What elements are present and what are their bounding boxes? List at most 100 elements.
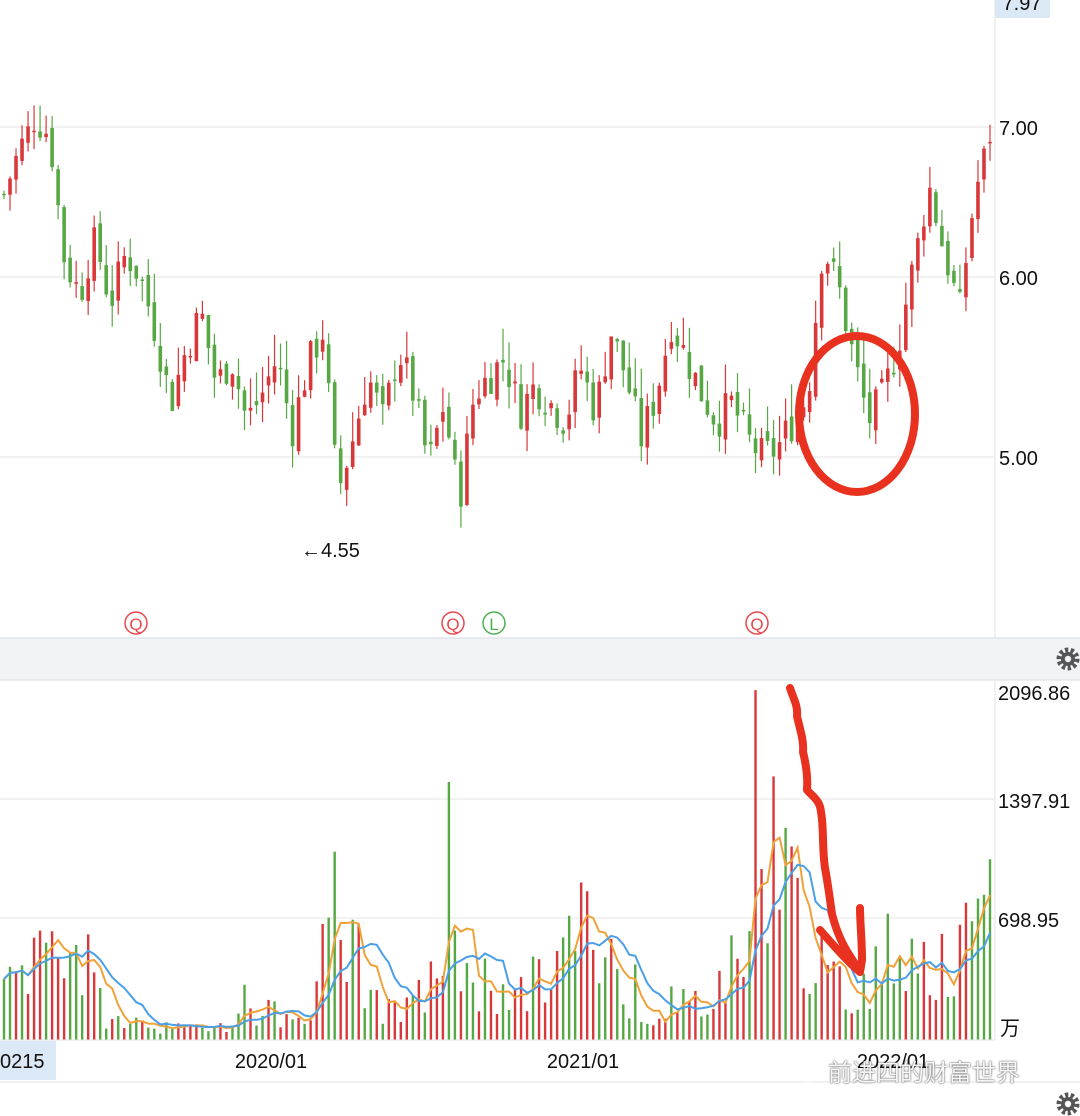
event-marker-ring [482,611,506,635]
candle-body [350,441,355,468]
candle-body [555,408,559,428]
candlestick [447,392,451,440]
volume-bar [249,1008,252,1040]
candlestick [843,285,848,334]
x-tick-label: 2020/01 [235,1051,307,1073]
event-marker-q[interactable]: Q [124,611,148,635]
candle-body [489,378,493,394]
candlestick [573,358,577,429]
candle-body [765,431,770,441]
candle-body [182,355,187,382]
volume-bar [814,983,817,1040]
candle-body [344,467,349,490]
event-marker-l[interactable]: L [482,611,506,635]
candlestick [489,363,493,395]
candlestick [104,245,109,298]
volume-bar [369,989,372,1040]
candle-body [513,381,517,384]
highlight-circle-annotation [795,332,919,496]
candlestick [639,368,644,462]
volume-bar [111,1019,114,1040]
candlestick [423,395,427,454]
candle-body [946,241,950,276]
candle-body [807,391,812,413]
candle-body [543,412,547,415]
candlestick [609,336,614,390]
candle-body [50,127,54,168]
candle-body [723,393,728,440]
gear-icon[interactable] [1056,1092,1080,1116]
candle-body [958,288,962,292]
candlestick [2,190,6,200]
candle-body [284,369,289,404]
volume-bar [610,938,613,1040]
candlestick [825,261,830,286]
candle-body [104,265,109,295]
watermark-text: 前进四的财富世界 [828,1058,1020,1087]
candle-body [266,376,271,386]
x-tick-label: 2021/01 [547,1051,619,1073]
candle-body [603,376,608,383]
candlestick [140,276,145,302]
candle-body [411,356,415,401]
candle-body [326,344,331,384]
candlestick [525,384,529,452]
volume-bar [537,959,541,1040]
volume-bar [856,1009,859,1040]
candle-body [338,448,343,484]
volume-bar [964,902,968,1040]
candle-body [176,374,181,407]
candlestick [236,358,241,409]
volume-bar [381,1023,384,1040]
volume-bar [495,1013,499,1040]
volume-bar [802,988,805,1040]
candle-body [447,406,451,438]
candle-body [224,363,229,384]
candle-body [405,357,409,364]
candle-body [591,382,595,421]
volume-bar [664,1018,667,1040]
candle-body [729,395,734,401]
candlestick [801,399,806,421]
candle-body [459,461,463,507]
candlestick [946,231,950,284]
candle-body [873,389,878,431]
volume-bar [14,971,18,1040]
candlestick [501,328,505,382]
candle-body [735,391,740,416]
candlestick [615,338,620,353]
candlestick [50,115,54,172]
volume-bar [195,1024,198,1040]
volume-bar [153,1028,156,1040]
volume-bar [712,1008,715,1040]
volume-bar [670,986,673,1040]
candle-body [86,278,90,302]
candlestick [314,331,319,374]
panel-separator[interactable] [0,638,1080,680]
candle-body [368,382,373,408]
candlestick [182,346,187,392]
candle-body [98,223,102,263]
candlestick [212,333,217,398]
candle-body [152,302,157,341]
event-marker-q[interactable]: Q [745,611,769,635]
candlestick [819,271,824,341]
candlestick [465,416,469,507]
candle-body [314,338,319,358]
candlestick [879,370,884,384]
gear-icon[interactable] [1056,647,1080,671]
candlestick [338,435,343,495]
event-marker-q[interactable]: Q [441,611,465,635]
volume-bar [219,1023,222,1040]
candle-body [248,407,253,411]
candlestick [459,450,463,528]
candlestick [861,334,866,414]
candle-body [579,370,583,374]
volume-bar [585,891,589,1040]
candle-body [645,406,650,448]
wechat-icon [784,1057,819,1082]
volume-bar [297,1017,300,1040]
candle-body [855,338,860,368]
volume-bar [447,781,451,1040]
volume-bar [904,991,908,1040]
